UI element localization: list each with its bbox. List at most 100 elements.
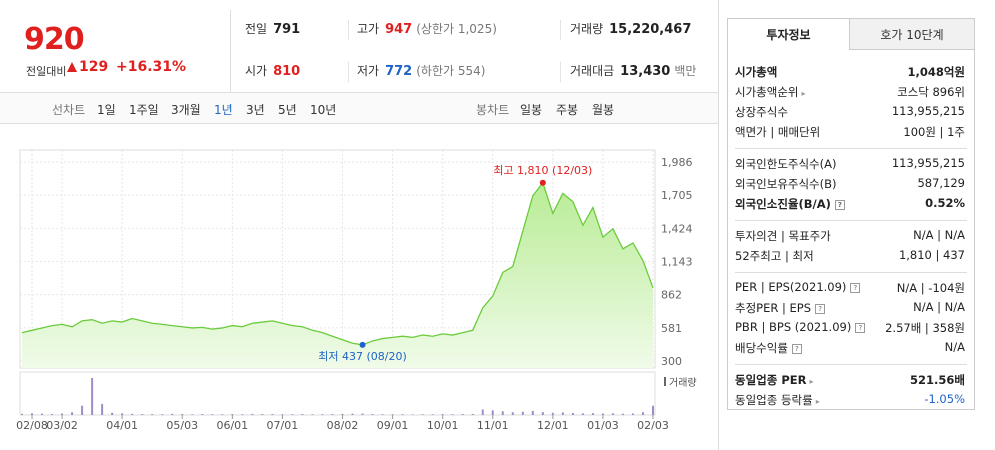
summary-value: 772 <box>385 64 413 79</box>
info-value: 코스닥 896위 <box>897 85 965 99</box>
divider <box>348 20 349 40</box>
tab[interactable]: 투자정보 <box>727 18 850 50</box>
x-tick-label: 04/01 <box>106 419 138 432</box>
x-tick-label: 02/08 <box>16 419 48 432</box>
summary-value: 15,220,467 <box>609 22 692 37</box>
volume-bar <box>511 412 514 415</box>
info-row: 액면가 | 매매단위 100원 | 1주 <box>735 124 965 144</box>
period-button[interactable]: 3년 <box>246 103 265 117</box>
separator <box>735 364 967 365</box>
volume-bar <box>531 410 534 415</box>
volume-bar <box>611 413 614 415</box>
summary-label: 시가 <box>245 64 268 78</box>
x-tick-label: 05/03 <box>166 419 198 432</box>
info-value: 113,955,215 <box>891 156 965 170</box>
candle-button[interactable]: 일봉 <box>520 103 543 117</box>
info-row: 시가총액순위 ▸ 코스닥 896위 <box>735 84 965 104</box>
help-icon: ? <box>834 199 845 210</box>
info-row: PBR | BPS (2021.09)? 2.57배 | 358원 <box>735 320 965 340</box>
volume-bar <box>51 414 54 415</box>
x-tick-label: 08/02 <box>327 419 359 432</box>
info-label: 52주최고 | 최저 <box>735 248 814 264</box>
info-label-text: 추정PER | EPS <box>735 301 812 315</box>
divider <box>230 10 231 92</box>
volume-bar <box>141 414 144 415</box>
info-row: 동일업종 등락률 ▸ -1.05% <box>735 392 965 412</box>
summary-cell: 전일 791 <box>245 20 300 37</box>
info-row: 배당수익률? N/A <box>735 340 965 360</box>
period-button[interactable]: 10년 <box>310 103 337 117</box>
volume-bar <box>441 414 444 415</box>
y-tick-label: 1,143 <box>661 256 693 269</box>
min-marker <box>359 341 366 348</box>
volume-bar <box>341 413 344 415</box>
info-label-text: 배당수익률 <box>735 341 788 355</box>
volume-bar <box>301 414 304 415</box>
rate: +16.31% <box>116 59 187 75</box>
info-label: PBR | BPS (2021.09)? <box>735 320 866 334</box>
volume-bar <box>391 414 394 415</box>
y-tick-label: 300 <box>661 355 682 368</box>
volume-bar <box>291 414 294 415</box>
summary-value: 13,430 <box>620 64 671 79</box>
tab[interactable]: 호가 10단계 <box>849 18 975 50</box>
summary-cell: 고가 947 (상한가 1,025) <box>357 20 497 37</box>
period-button[interactable]: 5년 <box>278 103 297 117</box>
x-tick-label: 03/02 <box>46 419 78 432</box>
volume-bar <box>171 413 174 415</box>
info-label-text: 시가총액순위 <box>735 85 799 99</box>
volume-bar <box>251 413 254 415</box>
volume-bar <box>121 413 124 415</box>
volume-bar <box>41 413 44 415</box>
volume-bar <box>631 413 634 415</box>
separator <box>735 148 967 149</box>
volume-bar <box>601 413 604 415</box>
period-button[interactable]: 1일 <box>97 103 116 117</box>
info-label: 시가총액 <box>735 64 777 80</box>
info-row: 외국인소진율(B/A)? 0.52% <box>735 196 965 216</box>
summary-note: 백만 <box>674 64 697 78</box>
price: 920 <box>24 22 85 57</box>
volume-bar <box>381 414 384 415</box>
info-label-text: PBR | BPS (2021.09) <box>735 320 852 334</box>
y-tick-label: 1,424 <box>661 222 693 235</box>
info-label-text: 액면가 | 매매단위 <box>735 125 821 139</box>
info-row: 추정PER | EPS? N/A | N/A <box>735 300 965 320</box>
separator <box>735 272 967 273</box>
volume-legend-icon <box>664 377 666 386</box>
candle-button[interactable]: 주봉 <box>556 103 579 117</box>
candle-button[interactable]: 월봉 <box>592 103 615 117</box>
info-label: 외국인보유주식수(B) <box>735 176 837 192</box>
volume-bar <box>161 414 164 415</box>
volume-bar <box>561 412 564 415</box>
volume-bar <box>521 411 524 415</box>
summary-label: 전일 <box>245 22 268 36</box>
volume-bar <box>241 414 244 415</box>
info-row: 52주최고 | 최저 1,810 | 437 <box>735 248 965 268</box>
nav-bar <box>0 92 718 124</box>
info-row: 동일업종 PER ▸ 521.56배 <box>735 372 965 392</box>
summary-value: 947 <box>385 22 413 37</box>
volume-bar <box>371 414 374 415</box>
info-label: 시가총액순위 ▸ <box>735 84 806 100</box>
summary-value: 791 <box>273 22 301 37</box>
volume-frame <box>19 371 656 416</box>
separator <box>735 220 967 221</box>
info-row: 외국인보유주식수(B) 587,129 <box>735 176 965 196</box>
summary-label: 저가 <box>357 64 380 78</box>
change-label: 전일대비 <box>26 65 67 78</box>
info-label: 동일업종 PER ▸ <box>735 372 813 388</box>
x-tick-label: 10/01 <box>427 419 459 432</box>
period-button[interactable]: 1년 <box>214 103 233 117</box>
volume-bar <box>151 414 154 415</box>
info-label-text: PER | EPS(2021.09) <box>735 280 847 294</box>
period-button[interactable]: 3개월 <box>171 103 201 117</box>
volume-bar <box>491 410 494 415</box>
info-label-text: 동일업종 PER <box>735 373 807 387</box>
period-button[interactable]: 1주일 <box>129 103 159 117</box>
volume-bar <box>641 412 644 415</box>
info-value: 1,048억원 <box>907 65 965 79</box>
info-label-text: 외국인한도주식수(A) <box>735 157 837 171</box>
divider <box>348 62 349 82</box>
info-row: 투자의견 | 목표주가 N/A | N/A <box>735 228 965 248</box>
